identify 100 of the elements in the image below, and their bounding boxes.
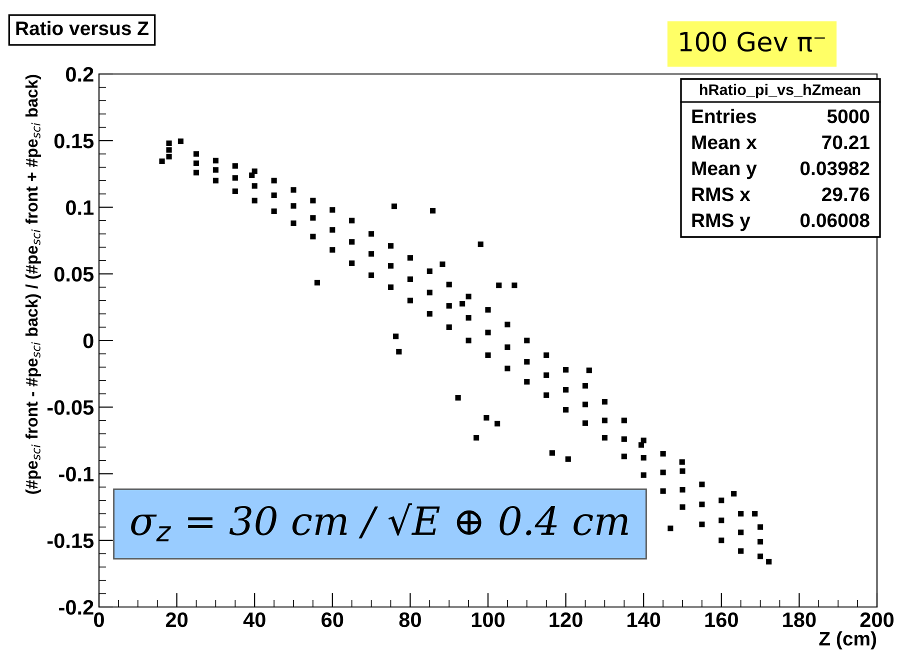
x-tick-label: 160: [705, 612, 738, 628]
point: [758, 524, 764, 530]
point: [466, 338, 472, 344]
point: [159, 158, 165, 164]
x-tick-label: 140: [628, 612, 660, 628]
point: [391, 204, 398, 210]
y-tick-label: 0: [83, 334, 94, 348]
x-tick-label: 120: [550, 612, 582, 628]
point: [512, 282, 518, 288]
point: [563, 387, 569, 393]
y-tick-label: -0.05: [47, 400, 94, 415]
y-tick-label: 0.15: [54, 134, 94, 148]
point: [407, 298, 413, 304]
point: [474, 434, 480, 441]
point: [368, 231, 374, 237]
point: [660, 488, 666, 494]
point: [602, 399, 608, 405]
point: [699, 522, 705, 528]
point: [314, 280, 320, 286]
point: [484, 415, 490, 421]
x-tick-label: 60: [322, 612, 344, 628]
point: [640, 454, 646, 461]
point: [232, 175, 238, 181]
point: [349, 239, 355, 245]
x-tick-label: 20: [166, 612, 188, 628]
point: [446, 303, 452, 309]
point: [466, 315, 472, 321]
point: [388, 284, 394, 290]
point: [544, 352, 550, 358]
point: [738, 510, 744, 517]
point: [478, 242, 484, 248]
point: [524, 379, 530, 385]
point: [396, 348, 402, 354]
y-tick-label: 0.2: [66, 67, 94, 82]
y-tick-label: -0.15: [47, 533, 94, 548]
point: [193, 170, 200, 176]
point: [466, 294, 472, 300]
point: [193, 160, 200, 166]
point: [271, 208, 277, 214]
point: [212, 178, 218, 184]
point: [407, 276, 413, 282]
point: [440, 262, 446, 268]
point: [738, 548, 744, 554]
point: [718, 498, 724, 504]
point: [426, 268, 432, 274]
point: [602, 418, 608, 424]
point: [212, 167, 218, 173]
point: [504, 366, 510, 372]
annotation: RMS x: [692, 187, 750, 202]
point: [738, 530, 744, 536]
point: [446, 282, 452, 288]
point: [718, 538, 724, 544]
point: [496, 282, 502, 288]
point: [455, 395, 461, 401]
point: [460, 300, 466, 306]
point: [544, 372, 550, 378]
point: [563, 367, 569, 373]
x-tick-label: 0: [94, 612, 104, 628]
point: [393, 334, 399, 340]
annotation: 0.06008: [800, 213, 870, 228]
point: [731, 490, 737, 497]
point: [582, 402, 588, 408]
point: [638, 442, 644, 448]
point: [549, 450, 555, 456]
y-tick-label: -0.2: [59, 600, 94, 615]
point: [166, 140, 172, 146]
point: [330, 227, 336, 233]
y-tick-label: 0.05: [54, 266, 94, 282]
point: [426, 290, 432, 296]
point: [446, 324, 452, 330]
point: [758, 538, 764, 544]
x-tick-label: 100: [472, 612, 505, 628]
point: [368, 251, 374, 257]
point: [330, 247, 336, 253]
point: [524, 338, 530, 344]
point: [718, 518, 724, 524]
point: [680, 486, 686, 493]
point: [563, 407, 569, 413]
x-tick-label: 200: [860, 612, 894, 628]
annotation: Mean x: [692, 136, 757, 150]
chart-title: Ratio versus Z: [16, 20, 148, 36]
point: [430, 208, 436, 214]
point: [680, 504, 686, 510]
annotation: Mean y: [692, 162, 757, 180]
x-tick-label: 180: [783, 612, 816, 628]
point: [485, 307, 491, 313]
point: [660, 450, 666, 457]
point: [582, 420, 588, 426]
x-tick-label: 80: [399, 612, 421, 628]
point: [212, 158, 218, 164]
point: [621, 418, 627, 424]
x-axis-title: Z (cm): [819, 631, 876, 650]
point: [494, 420, 500, 426]
y-tick-label: -0.1: [59, 466, 94, 482]
point: [582, 383, 588, 389]
annotation: 70.21: [822, 135, 870, 150]
point: [699, 482, 705, 488]
point: [660, 470, 666, 476]
point: [388, 243, 394, 249]
point: [252, 198, 258, 204]
